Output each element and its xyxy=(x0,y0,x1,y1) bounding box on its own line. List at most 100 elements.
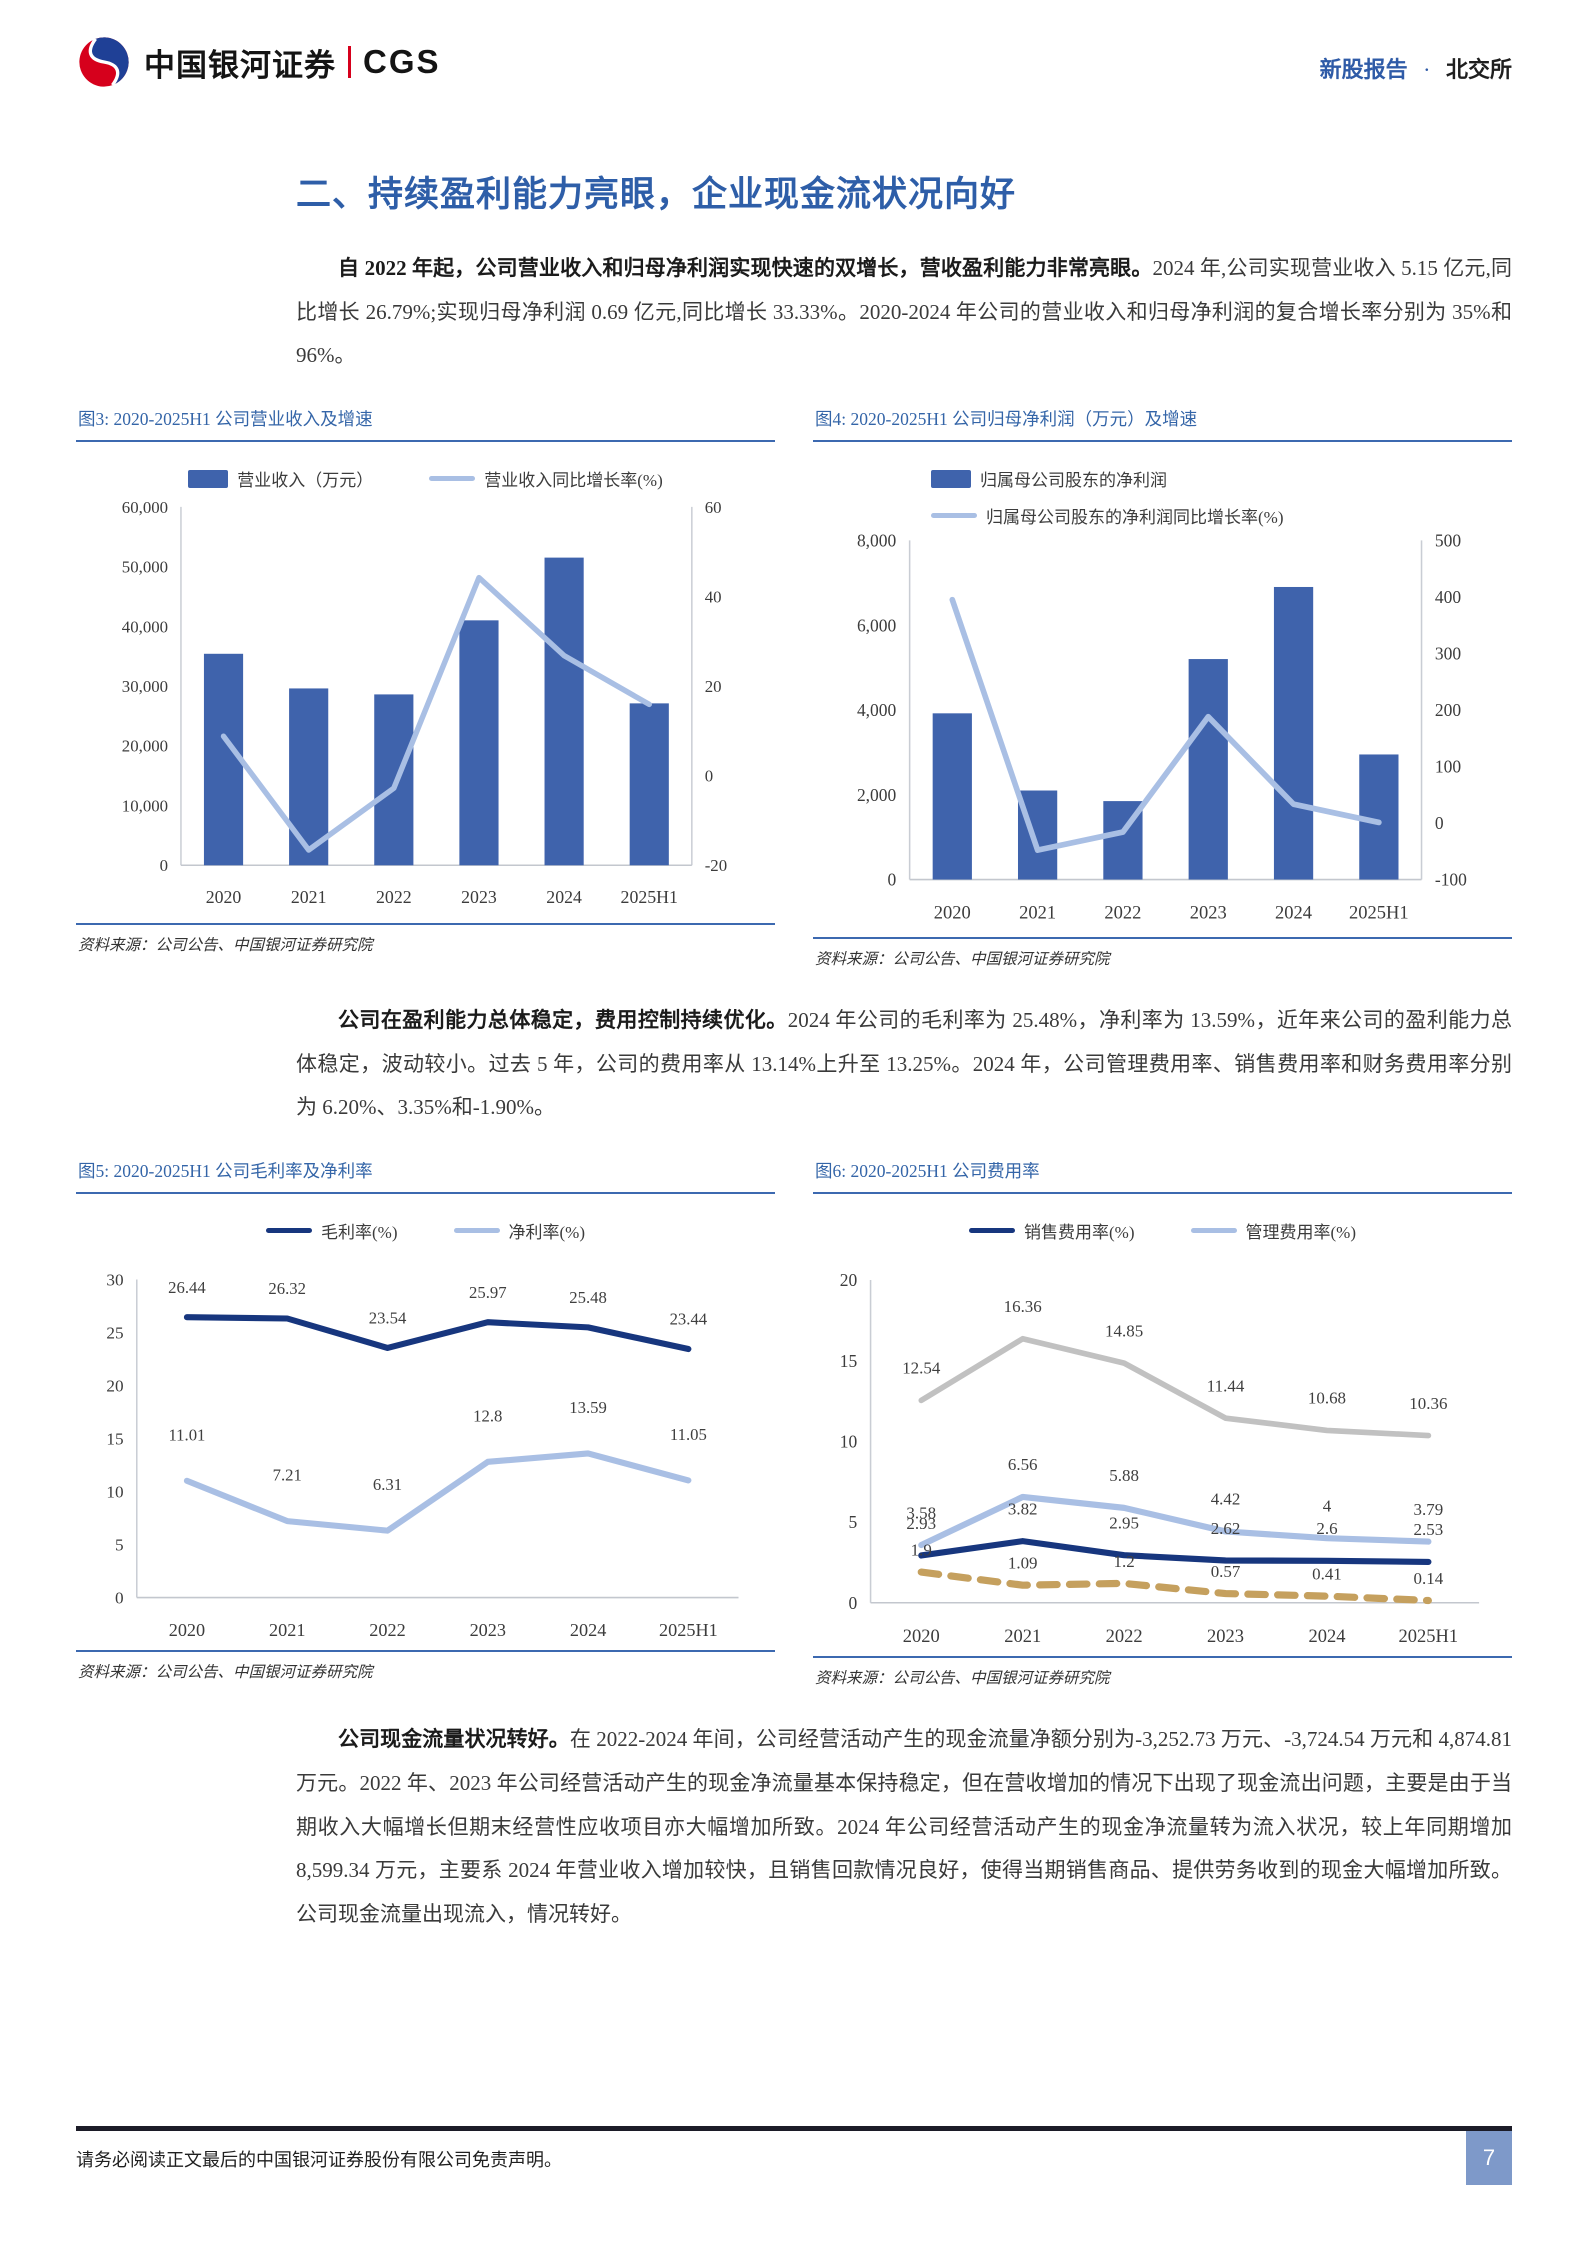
svg-text:2023: 2023 xyxy=(1190,904,1227,924)
svg-text:23.44: 23.44 xyxy=(670,1310,708,1329)
figure4-source: 资料来源：公司公告、中国银河证券研究院 xyxy=(813,937,1512,969)
svg-text:300: 300 xyxy=(1435,644,1461,664)
svg-text:11.05: 11.05 xyxy=(670,1425,707,1444)
svg-text:1.9: 1.9 xyxy=(911,1541,932,1560)
svg-text:5: 5 xyxy=(848,1512,857,1532)
svg-text:2021: 2021 xyxy=(1004,1627,1041,1647)
galaxy-swirl-icon xyxy=(79,37,129,87)
legend-label: 归属母公司股东的净利润同比增长率(%) xyxy=(986,508,1284,528)
footer-rule xyxy=(76,2126,1512,2131)
line-swatch-icon xyxy=(266,1228,313,1234)
svg-text:2024: 2024 xyxy=(546,887,582,907)
svg-text:60,000: 60,000 xyxy=(122,498,168,517)
svg-text:30,000: 30,000 xyxy=(122,677,168,696)
figure4-caption: 图4: 2020-2025H1 公司归母净利润（万元）及增速 xyxy=(813,406,1512,443)
svg-text:26.32: 26.32 xyxy=(268,1279,306,1298)
paragraph-margins: 公司在盈利能力总体稳定，费用控制持续优化。2024 年公司的毛利率为 25.48… xyxy=(296,999,1512,1130)
figure6-source: 资料来源：公司公告、中国银河证券研究院 xyxy=(813,1656,1512,1688)
svg-text:30: 30 xyxy=(106,1271,123,1290)
bar-swatch-icon xyxy=(188,469,229,488)
fig5-plot-svg: 0 5 10 15 20 25 30 2020 2021 2022 2023 2024 2025H1 11… xyxy=(106,1271,739,1640)
svg-text:4.42: 4.42 xyxy=(1211,1490,1241,1509)
svg-text:4,000: 4,000 xyxy=(857,700,897,720)
figure5-chart: 0 5 10 15 20 25 30 2020 2021 2022 2023 2024 2025H1 11… xyxy=(76,1243,775,1650)
svg-text:200: 200 xyxy=(1435,700,1461,720)
svg-text:0: 0 xyxy=(705,767,713,786)
figure5-source: 资料来源：公司公告、中国银河证券研究院 xyxy=(76,1650,775,1682)
svg-text:2.53: 2.53 xyxy=(1414,1520,1444,1539)
svg-text:0: 0 xyxy=(848,1593,857,1613)
svg-text:20: 20 xyxy=(840,1270,858,1290)
fig4-legend-item: 归属母公司股东的净利润同比增长率(%) xyxy=(931,503,1283,528)
svg-text:2.62: 2.62 xyxy=(1211,1519,1241,1538)
line-swatch-icon xyxy=(931,513,977,519)
svg-text:11.01: 11.01 xyxy=(168,1425,205,1444)
svg-text:2.6: 2.6 xyxy=(1316,1519,1337,1538)
legend-label: 营业收入（万元） xyxy=(237,471,374,491)
svg-text:3.58: 3.58 xyxy=(906,1503,936,1522)
figure6-legend: 销售费用率(%) 管理费用率(%) xyxy=(813,1218,1512,1243)
svg-text:0.41: 0.41 xyxy=(1312,1565,1342,1584)
svg-text:-20: -20 xyxy=(705,856,727,875)
svg-text:500: 500 xyxy=(1435,531,1461,551)
svg-text:5.88: 5.88 xyxy=(1109,1466,1139,1485)
line-swatch-icon xyxy=(453,1228,500,1234)
figure6-chart: 0 5 10 15 20 2020 2021 2022 2023 2024 2025H1 12.54 1… xyxy=(813,1243,1512,1656)
svg-text:25.97: 25.97 xyxy=(469,1283,507,1302)
svg-text:2024: 2024 xyxy=(1308,1627,1345,1647)
figure3-legend: 营业收入（万元） 营业收入同比增长率(%) xyxy=(76,466,775,491)
svg-text:6.56: 6.56 xyxy=(1008,1455,1038,1474)
svg-text:0: 0 xyxy=(115,1589,124,1608)
svg-text:10: 10 xyxy=(106,1483,123,1502)
svg-text:10: 10 xyxy=(840,1432,858,1452)
figure6-caption: 图6: 2020-2025H1 公司费用率 xyxy=(813,1158,1512,1195)
company-logo: 中国银河证券 CGS xyxy=(76,34,441,90)
svg-text:2,000: 2,000 xyxy=(857,785,897,805)
svg-text:0: 0 xyxy=(1435,813,1444,833)
disclaimer-text: 请务必阅读正文最后的中国银河证券股份有限公司免责声明。 xyxy=(76,2150,562,2170)
figure4: 图4: 2020-2025H1 公司归母净利润（万元）及增速 归属母公司股东的净… xyxy=(813,406,1512,969)
logo-text-cn: 中国银河证券 xyxy=(144,47,336,83)
svg-text:11.44: 11.44 xyxy=(1207,1377,1245,1396)
legend-label: 管理费用率(%) xyxy=(1245,1223,1356,1243)
svg-text:2025H1: 2025H1 xyxy=(659,1620,718,1640)
fig5-legend-item: 净利率(%) xyxy=(453,1218,585,1243)
svg-text:2020: 2020 xyxy=(934,904,971,924)
svg-text:12.8: 12.8 xyxy=(473,1406,502,1425)
line-swatch-icon xyxy=(969,1228,1016,1234)
separator-dot: · xyxy=(1423,57,1431,82)
svg-text:2020: 2020 xyxy=(169,1620,205,1640)
svg-text:1.09: 1.09 xyxy=(1008,1554,1038,1573)
report-type-header: 新股报告 · 北交所 xyxy=(1320,52,1512,90)
svg-text:2022: 2022 xyxy=(1106,1627,1143,1647)
svg-text:2021: 2021 xyxy=(291,887,327,907)
svg-text:40,000: 40,000 xyxy=(122,617,168,636)
svg-text:2023: 2023 xyxy=(1207,1627,1244,1647)
figure3-source: 资料来源：公司公告、中国银河证券研究院 xyxy=(76,922,775,955)
svg-text:2025H1: 2025H1 xyxy=(1399,1627,1459,1647)
svg-text:2024: 2024 xyxy=(570,1620,606,1640)
svg-text:-100: -100 xyxy=(1435,870,1467,890)
svg-text:7.21: 7.21 xyxy=(273,1466,302,1485)
figure5-caption: 图5: 2020-2025H1 公司毛利率及净利率 xyxy=(76,1158,775,1195)
svg-text:0.57: 0.57 xyxy=(1211,1562,1241,1581)
figure5-legend: 毛利率(%) 净利率(%) xyxy=(76,1218,775,1243)
figure3-chart: 0 10,000 20,000 30,000 40,000 50,000 60,000 -20… xyxy=(76,491,775,923)
svg-text:3.82: 3.82 xyxy=(1008,1500,1038,1519)
svg-text:15: 15 xyxy=(106,1430,123,1449)
svg-text:0: 0 xyxy=(888,870,897,890)
legend-label: 营业收入同比增长率(%) xyxy=(484,471,663,491)
fig4-plot-svg: 0 2,000 4,000 6,000 8,000 -100 0 100 200 300 400 50… xyxy=(857,531,1467,924)
svg-text:4: 4 xyxy=(1323,1497,1332,1516)
svg-text:23.54: 23.54 xyxy=(369,1309,407,1328)
paragraph-cashflow: 公司现金流量状况转好。在 2022-2024 年间，公司经营活动产生的现金流量净… xyxy=(296,1718,1512,1936)
paragraph-revenue-growth: 自 2022 年起，公司营业收入和归母净利润实现快速的双增长，营收盈利能力非常亮… xyxy=(296,247,1512,378)
line-swatch-icon xyxy=(429,476,476,482)
paragraph-lead: 公司在盈利能力总体稳定，费用控制持续优化。 xyxy=(338,1008,788,1033)
paragraph-lead: 公司现金流量状况转好。 xyxy=(338,1727,570,1752)
svg-text:20: 20 xyxy=(106,1377,123,1396)
svg-text:20,000: 20,000 xyxy=(122,737,168,756)
legend-label: 净利率(%) xyxy=(508,1223,585,1243)
svg-text:100: 100 xyxy=(1435,757,1461,777)
